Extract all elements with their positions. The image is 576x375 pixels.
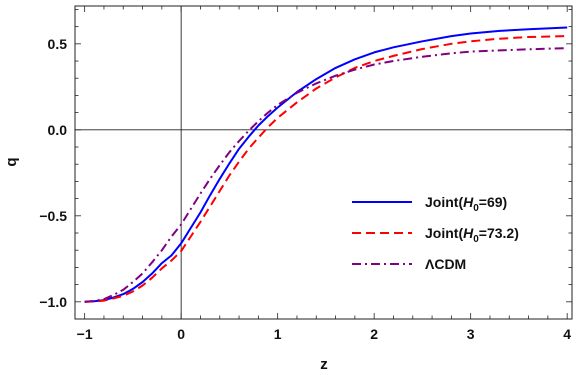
series-line-1 (84, 35, 568, 303)
x-tick-label: 2 (370, 326, 378, 342)
y-tick-label: −0.5 (39, 208, 67, 224)
plot-frame (74, 5, 573, 320)
x-axis-title: z (320, 356, 328, 373)
legend-label-1: Joint(H0=73.2) (425, 225, 519, 245)
series-line-2 (84, 47, 568, 303)
y-tick-label: 0.5 (48, 36, 68, 52)
reference-lines (75, 6, 572, 319)
x-tick-label: 1 (274, 326, 282, 342)
legend-label-0: Joint(H0=69) (425, 194, 507, 214)
series-line-0 (84, 26, 568, 303)
x-tick-label: 4 (563, 326, 571, 342)
y-tick-label: −1.0 (39, 294, 67, 310)
series-lines (84, 26, 568, 303)
y-tick-label: 0.0 (48, 122, 68, 138)
axis-ticks: −1 0 1 2 3 4 −1.0 −0.5 0.0 0.5 (39, 6, 572, 342)
x-tick-label: 0 (177, 326, 185, 342)
legend-label-2: ΛCDM (425, 256, 466, 272)
x-tick-label: 3 (467, 326, 475, 342)
y-axis-title: q (3, 157, 20, 166)
legend: Joint(H0=69) Joint(H0=73.2) ΛCDM (352, 194, 519, 272)
x-tick-label: −1 (77, 326, 93, 342)
